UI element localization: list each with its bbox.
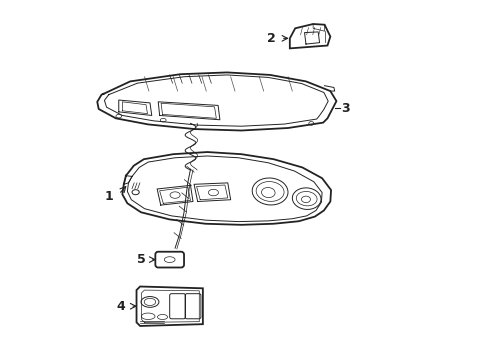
Text: 2: 2 bbox=[268, 32, 276, 45]
Text: 1: 1 bbox=[105, 190, 114, 203]
Text: 5: 5 bbox=[137, 253, 146, 266]
Text: 3: 3 bbox=[341, 102, 350, 115]
Text: 4: 4 bbox=[117, 300, 125, 313]
